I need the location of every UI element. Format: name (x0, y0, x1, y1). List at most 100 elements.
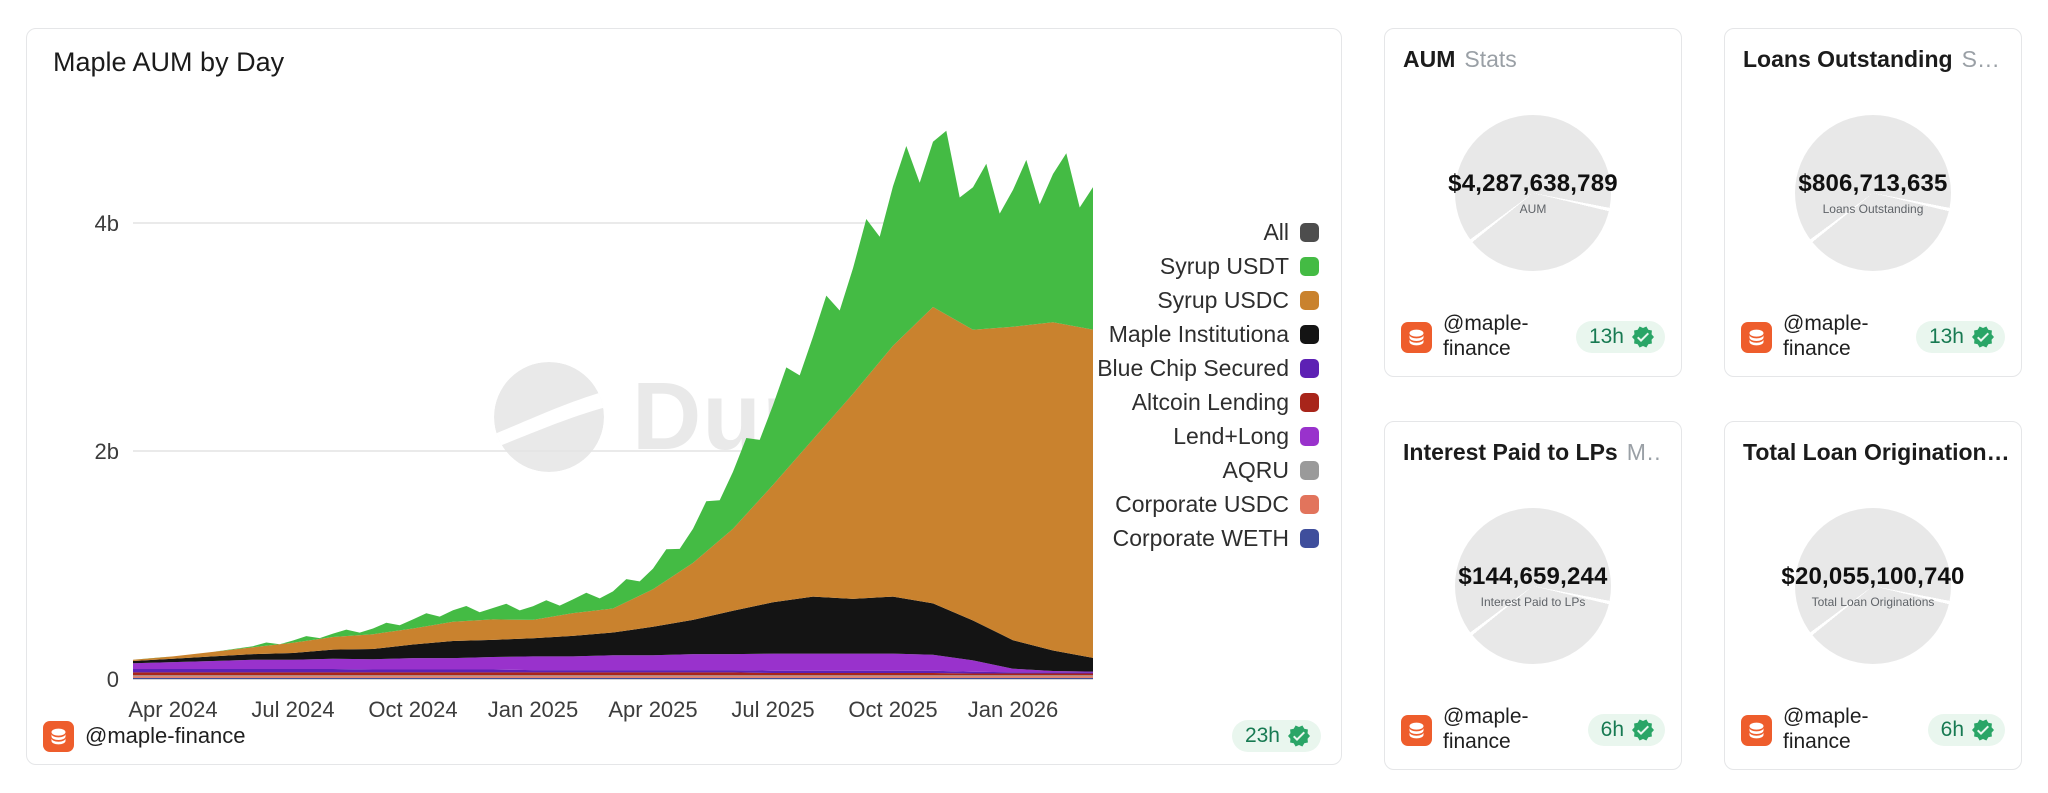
legend-item-lend-long[interactable]: Lend+Long (1097, 419, 1319, 453)
card-subtitle: Stats (1464, 46, 1517, 72)
legend-label: Corporate USDC (1115, 490, 1289, 517)
freshness-badge[interactable]: 13h (1575, 321, 1665, 354)
counter-widget-interest-paid: Interest Paid to LPs M… $144,659,244 Int… (1384, 421, 1682, 770)
chart-title[interactable]: Maple AUM by Day (53, 47, 285, 77)
counter-value: $806,713,635 (1798, 169, 1948, 197)
svg-text:2b: 2b (95, 439, 119, 464)
legend-item-corporate-weth[interactable]: Corporate WETH (1097, 521, 1319, 555)
svg-text:Apr 2025: Apr 2025 (608, 697, 697, 722)
legend-item-aqru[interactable]: AQRU (1097, 453, 1319, 487)
counter-label: Total Loan Originations (1811, 594, 1935, 609)
chart-widget-maple-aum: Maple AUM by Day Dune 0 2b 4b Apr 2024 Jul 2… (26, 28, 1342, 765)
legend-label: Corporate WETH (1112, 524, 1289, 551)
svg-text:Apr 2024: Apr 2024 (128, 697, 217, 722)
svg-text:4b: 4b (95, 211, 119, 236)
counter-body: $806,713,635 Loans Outstanding (1725, 73, 2021, 312)
legend-swatch (1300, 290, 1319, 310)
author-handle[interactable]: @maple-finance (1443, 312, 1529, 361)
author-handle[interactable]: @maple-finance (1443, 705, 1529, 754)
legend-item-altcoin-lending[interactable]: Altcoin Lending (1097, 385, 1319, 419)
check-seal-icon (1972, 326, 1994, 348)
card-title-row: Loans Outstanding St… (1725, 29, 2021, 73)
card-footer: @maple-finance 6h (1401, 705, 1665, 755)
freshness-badge[interactable]: 6h (1927, 714, 2005, 747)
legend-item-corporate-usdc[interactable]: Corporate USDC (1097, 487, 1319, 521)
legend-label: Altcoin Lending (1131, 388, 1289, 415)
legend-item-blue-chip-secured[interactable]: Blue Chip Secured (1097, 351, 1319, 385)
counter-widget-total-loan-originations: Total Loan Origination… $20,055,100,740 … (1724, 421, 2022, 770)
legend-label: Syrup USDC (1157, 286, 1289, 313)
legend-swatch (1300, 460, 1319, 480)
legend-swatch (1300, 256, 1319, 276)
legend-label: Blue Chip Secured (1097, 354, 1289, 381)
svg-text:Oct 2025: Oct 2025 (848, 697, 937, 722)
card-title[interactable]: Total Loan Origination… (1743, 439, 2010, 465)
card-footer: @maple-finance 6h (1741, 705, 2005, 755)
svg-text:Jul 2025: Jul 2025 (731, 697, 814, 722)
chart-footer: @maple-finance 23h (43, 720, 1321, 752)
counter-pie-decoration: $20,055,100,740 Total Loan Originations (1781, 507, 1964, 664)
counter-body: $4,287,638,789 AUM (1385, 73, 1681, 312)
aum-chart-canvas: 0 2b 4b Apr 2024 Jul 2024 Oct 2024 Jan 2025 Apr… (95, 130, 1093, 722)
check-seal-icon (1632, 719, 1654, 741)
legend-swatch (1300, 324, 1319, 344)
legend-label: Syrup USDT (1159, 252, 1289, 279)
svg-text:Jul 2024: Jul 2024 (251, 697, 334, 722)
svg-text:0: 0 (107, 667, 119, 692)
author-handle[interactable]: @maple-finance (1783, 705, 1869, 754)
counter-label: Loans Outstanding (1822, 201, 1924, 216)
card-subtitle: M… (1626, 439, 1663, 465)
check-seal-icon (1632, 326, 1654, 348)
card-title-row: AUM Stats (1385, 29, 1681, 73)
counter-body: $20,055,100,740 Total Loan Originations (1725, 466, 2021, 705)
freshness-badge[interactable]: 13h (1915, 321, 2005, 354)
legend-swatch (1300, 392, 1319, 412)
svg-text:Jan 2026: Jan 2026 (968, 697, 1059, 722)
counter-body: $144,659,244 Interest Paid to LPs (1385, 466, 1681, 705)
check-seal-icon (1972, 719, 1994, 741)
legend-item-syrup-usdc[interactable]: Syrup USDC (1097, 283, 1319, 317)
legend-swatch (1300, 222, 1319, 242)
author-handle[interactable]: @maple-finance (1783, 312, 1869, 361)
legend-label: Lend+Long (1173, 422, 1289, 449)
card-footer: @maple-finance 13h (1741, 312, 2005, 362)
legend-label: Maple Institutiona (1108, 320, 1289, 347)
legend-item-maple-institutional[interactable]: Maple Institutiona (1097, 317, 1319, 351)
card-title-row: Total Loan Origination… (1725, 422, 2021, 466)
legend-item-syrup-usdt[interactable]: Syrup USDT (1097, 249, 1319, 283)
counter-value: $20,055,100,740 (1781, 562, 1965, 590)
legend-swatch (1300, 528, 1319, 548)
card-footer: @maple-finance 13h (1401, 312, 1665, 362)
dune-database-icon (1741, 714, 1772, 746)
card-title[interactable]: AUM (1403, 46, 1456, 72)
legend-swatch (1300, 494, 1319, 514)
updated-time: 23h (1244, 724, 1280, 747)
svg-text:Jan 2025: Jan 2025 (488, 697, 579, 722)
updated-time: 13h (1928, 325, 1964, 349)
counter-pie-decoration: $806,713,635 Loans Outstanding (1795, 114, 1951, 271)
counter-pie-decoration: $4,287,638,789 AUM (1448, 114, 1618, 271)
author-handle[interactable]: @maple-finance (85, 723, 246, 748)
counter-label: AUM (1519, 201, 1547, 216)
dune-logo-icon (494, 362, 604, 472)
updated-time: 6h (1600, 718, 1624, 742)
counter-widget-aum: AUM Stats $4,287,638,789 AUM @maple-fina… (1384, 28, 1682, 377)
freshness-badge[interactable]: 23h (1231, 720, 1321, 752)
counter-pie-decoration: $144,659,244 Interest Paid to LPs (1455, 507, 1611, 664)
legend-swatch (1300, 358, 1319, 378)
stacked-area-chart: Dune 0 2b 4b Apr 2024 Jul 2024 Oct 2024 Jan 20… (67, 99, 1127, 749)
dune-database-icon (1401, 714, 1432, 746)
legend-swatch (1300, 426, 1319, 446)
legend-label: AQRU (1222, 456, 1289, 483)
freshness-badge[interactable]: 6h (1587, 714, 1665, 747)
counter-widget-loans-outstanding: Loans Outstanding St… $806,713,635 Loans… (1724, 28, 2022, 377)
card-title[interactable]: Loans Outstanding (1743, 46, 1953, 72)
counter-value: $144,659,244 (1458, 562, 1608, 590)
legend-item-all[interactable]: All (1097, 215, 1319, 249)
svg-text:Oct 2024: Oct 2024 (368, 697, 457, 722)
card-title-row: Interest Paid to LPs M… (1385, 422, 1681, 466)
dune-database-icon (1401, 321, 1432, 353)
check-seal-icon (1288, 725, 1310, 747)
card-subtitle: St… (1961, 46, 2003, 72)
card-title[interactable]: Interest Paid to LPs (1403, 439, 1618, 465)
